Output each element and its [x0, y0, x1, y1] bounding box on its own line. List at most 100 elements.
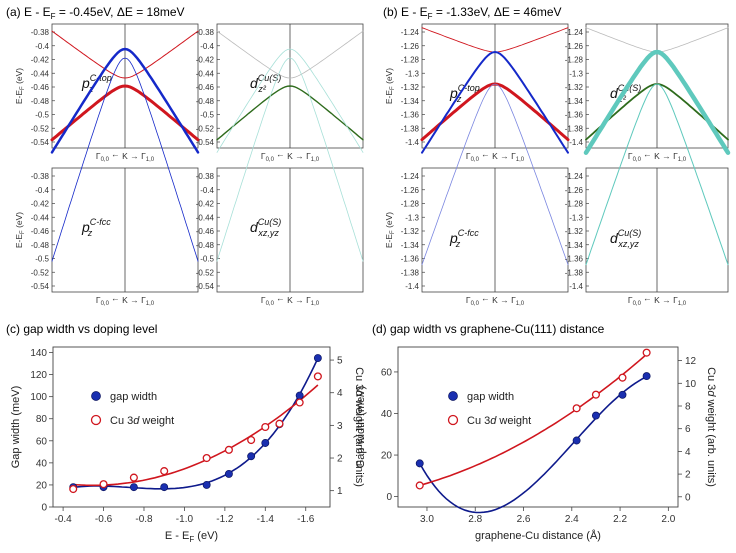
y-tick-label: -0.42 [31, 200, 50, 209]
x-tick-label: -1.6 [297, 514, 315, 525]
gap-width-point [129, 483, 138, 492]
k-path-label: Γ0,0 ← K → Γ1,0 [261, 293, 320, 307]
k-path-label: Γ0,0 ← K → Γ1,0 [96, 149, 155, 163]
y-tick-label: 20 [36, 480, 48, 491]
band-curve [216, 30, 364, 79]
y-tick-label: -0.48 [196, 241, 215, 250]
y-tick-label: -0.52 [196, 268, 215, 277]
k-path-label: Γ0,0 ← K → Γ1,0 [628, 293, 687, 307]
band-panel: -1.24 -1.26 -1.28 -1.3 -1.32 -1.34 -1.36 -1.38 -… [565, 49, 731, 307]
cu-3d-weight-point [642, 348, 651, 357]
cu-3d-weight-point [202, 453, 211, 463]
gap-width-point [313, 354, 322, 362]
cu-3d-weight-point [313, 372, 322, 381]
y-tick-label: -1.34 [401, 97, 420, 106]
gap-width-point [224, 469, 233, 478]
y-tick-label: -1.38 [565, 124, 584, 133]
y-tick-label: -0.52 [196, 124, 215, 133]
x-tick-label: -1.2 [216, 514, 234, 525]
legend-gap-marker [91, 391, 101, 401]
y-tick-label: -0.46 [31, 83, 50, 92]
x-tick-label: -0.4 [54, 514, 72, 525]
panel-d-title: (d) gap width vs graphene-Cu(111) distan… [372, 322, 605, 336]
gap-width-point [618, 390, 627, 399]
legend-cu-label: Cu 3d weight [110, 415, 174, 427]
y-tick-label: -0.44 [196, 213, 215, 222]
band-panel: -0.38 -0.4 -0.42 -0.44 -0.46 -0.48 -0.5 -0.52 -0… [196, 48, 364, 307]
y-tick-label: -0.44 [31, 213, 50, 222]
y-tick-label: -1.4 [405, 138, 419, 147]
y-tick-label: -0.5 [35, 111, 49, 120]
panel-b-title: (b) E - EF = -1.33eV, ΔE = 46meV [383, 5, 562, 21]
y-tick-label: -1.34 [565, 97, 584, 106]
x-tick-label: -1.4 [257, 514, 275, 525]
x-axis-label: E - EF (eV) [165, 530, 218, 544]
y-tick-label: -0.5 [200, 255, 214, 264]
gap-width-point [415, 459, 424, 468]
y-tick-label: -1.28 [565, 56, 584, 65]
y-right-axis-label: Cu 3d weight (arb. units) [353, 367, 365, 487]
y-tick-label: 40 [36, 458, 48, 469]
y-tick-label: -1.38 [565, 268, 584, 277]
y-axis-label: Gap width (meV) [10, 386, 22, 469]
band-curve [216, 57, 364, 262]
y-right-tick-label: 4 [337, 388, 343, 399]
legend-gap-label: gap width [110, 391, 157, 403]
y-tick-label: -1.34 [401, 241, 420, 250]
band-curve [51, 57, 199, 262]
y-tick-label: -1.36 [565, 111, 584, 120]
y-tick-label: -0.4 [200, 42, 214, 51]
cu-3d-weight-point [572, 404, 581, 413]
y-right-axis-label: Cu 3d weight (arb. units) [705, 367, 717, 487]
band-panel: -1.24 -1.26 -1.28 -1.3 -1.32 -1.34 -1.36 -1.38 -… [384, 23, 570, 163]
y-tick-label: -0.54 [196, 138, 215, 147]
y-tick-label: -1.4 [405, 282, 419, 291]
y-tick-label: -1.3 [405, 213, 419, 222]
x-tick-label: -0.6 [95, 514, 113, 525]
y-right-tick-label: 10 [685, 379, 697, 390]
cu-3d-weight-point [69, 484, 78, 494]
y-tick-label: -1.26 [401, 42, 420, 51]
y-tick-label: -0.44 [196, 69, 215, 78]
y-axis-label: E-EF (eV) [14, 212, 26, 248]
legend-gap-marker [448, 391, 458, 401]
y-tick-label: -1.28 [401, 200, 420, 209]
cu-3d-weight-point [129, 473, 138, 482]
y-axis-label: E-EF (eV) [384, 212, 396, 248]
y-axis-label: E-EF (eV) [384, 68, 396, 104]
cu-3d-weight-point [591, 390, 600, 399]
gap-width-point [160, 483, 169, 492]
y-right-tick-label: 6 [685, 424, 691, 435]
band-curve [585, 83, 729, 266]
gap-width-point [591, 411, 600, 420]
y-tick-label: -0.38 [31, 28, 50, 37]
y-right-tick-label: 0 [685, 492, 691, 503]
k-path-label: Γ0,0 ← K → Γ1,0 [628, 149, 687, 163]
legend-cu-label: Cu 3d weight [467, 415, 531, 427]
y-tick-label: -1.36 [401, 255, 420, 264]
legend-cu-marker [447, 414, 459, 426]
gap-width-point [572, 436, 581, 445]
band-panel: -1.24 -1.26 -1.28 -1.3 -1.32 -1.34 -1.36 -1.38 -… [384, 50, 569, 307]
y-tick-label: -0.42 [196, 56, 215, 65]
x-tick-label: -1.0 [176, 514, 194, 525]
y-tick-label: -1.32 [565, 83, 584, 92]
x-tick-label: 2.0 [661, 514, 675, 525]
y-tick-label: -0.38 [196, 172, 215, 181]
x-tick-label: 2.2 [613, 514, 627, 525]
gap-width-point [295, 391, 304, 400]
orbital-label: dCu(S) z² [250, 73, 281, 94]
y-tick-label: -0.4 [200, 186, 214, 195]
x-axis-label: graphene-Cu distance (Å) [475, 529, 601, 542]
k-path-label: Γ0,0 ← K → Γ1,0 [96, 293, 155, 307]
band-curve [421, 50, 569, 154]
y-right-tick-label: 5 [337, 356, 343, 367]
k-path-label: Γ0,0 ← K → Γ1,0 [261, 149, 320, 163]
fit-curve-gap-width [73, 357, 319, 490]
y-tick-label: -0.48 [196, 97, 215, 106]
y-tick-label: -1.3 [569, 69, 583, 78]
y-tick-label: -1.24 [401, 172, 420, 181]
fit-curve-Cu-3d-weight [419, 353, 648, 487]
y-tick-label: -1.26 [565, 42, 584, 51]
y-tick-label: -1.3 [569, 213, 583, 222]
